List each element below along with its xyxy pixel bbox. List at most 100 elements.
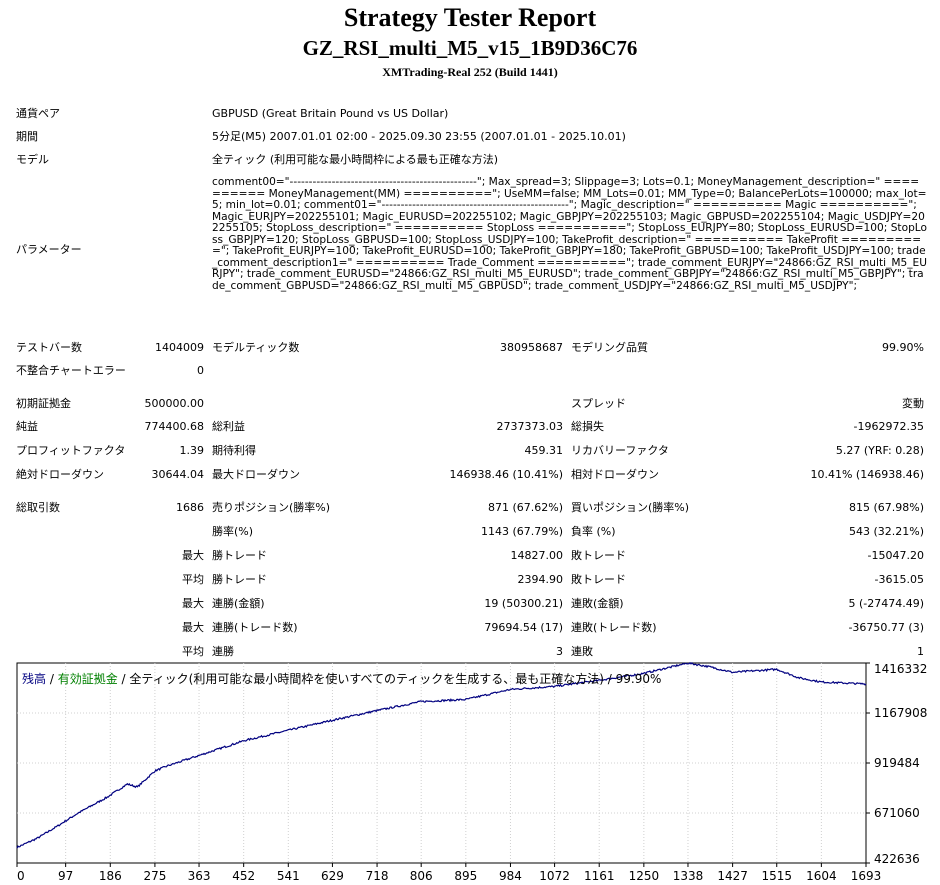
max-drawdown-label: 最大ドローダウン	[212, 468, 300, 481]
y-tick-label: 422636	[874, 852, 920, 866]
x-tick-label: 1161	[584, 869, 615, 883]
mismatch-label: 不整合チャートエラー	[16, 364, 126, 377]
chart-grid	[16, 662, 867, 864]
x-tick-label: 1604	[806, 869, 837, 883]
x-tick-label: 1072	[539, 869, 570, 883]
avg-cons-win-label: 連勝	[212, 645, 234, 658]
quality-label: モデリング品質	[571, 341, 648, 354]
y-tick-label: 1416332	[874, 662, 927, 676]
period-value: 5分足(M5) 2007.01.01 02:00 - 2025.09.30 23…	[212, 130, 626, 143]
x-tick-label: 0	[17, 869, 25, 883]
max-word: 最大	[182, 621, 204, 634]
profit-factor-label: プロフィットファクタ	[16, 444, 126, 457]
avg-win-label: 勝トレード	[212, 573, 267, 586]
avg-cons-loss-value: 1	[917, 645, 924, 658]
recovery-factor-label: リカバリーファクタ	[571, 444, 669, 457]
gross-profit-label: 総利益	[212, 420, 245, 433]
caption-model: 全ティック(利用可能な最小時間枠を使いすべてのティックを生成する、最も正確な方法…	[129, 672, 662, 686]
ticks-label: モデルティック数	[212, 341, 300, 354]
abs-drawdown-label: 絶対ドローダウン	[16, 468, 104, 481]
chart-frame	[16, 662, 867, 864]
params-value: comment00="-----------------------------…	[212, 176, 927, 292]
x-tick-label: 1338	[673, 869, 704, 883]
avg-word: 平均	[182, 645, 204, 658]
x-tick-label: 629	[321, 869, 344, 883]
max-loss-value: -15047.20	[867, 549, 924, 562]
x-tick-label: 97	[58, 869, 73, 883]
gross-loss-value: -1962972.35	[853, 420, 924, 433]
avg-loss-value: -3615.05	[874, 573, 924, 586]
bars-label: テストバー数	[16, 341, 82, 354]
cons-loss-amount-label: 連敗(金額)	[571, 597, 624, 610]
loss-rate-value: 543 (32.21%)	[848, 525, 924, 538]
deposit-value: 500000.00	[144, 397, 205, 410]
x-tick-label: 718	[366, 869, 389, 883]
max-loss-label: 敗トレード	[571, 549, 626, 562]
avg-win-value: 2394.90	[517, 573, 564, 586]
expected-payoff-label: 期待利得	[212, 444, 256, 457]
x-tick-label: 541	[277, 869, 300, 883]
x-tick-label: 1515	[761, 869, 792, 883]
bars-value: 1404009	[155, 341, 204, 354]
short-positions-value: 871 (67.62%)	[487, 501, 563, 514]
max-word: 最大	[182, 549, 204, 562]
avg-cons-loss-label: 連敗	[571, 645, 593, 658]
cons-win-count-label: 連勝(トレード数)	[212, 621, 298, 634]
net-profit-value: 774400.68	[144, 420, 205, 433]
spread-label: スプレッド	[571, 397, 626, 410]
x-tick-label: 806	[410, 869, 433, 883]
y-tick-label: 1167908	[874, 706, 927, 720]
loss-rate-label: 負率 (%)	[571, 525, 616, 538]
y-tick-label: 671060	[874, 806, 920, 820]
recovery-factor-value: 5.27 (YRF: 0.28)	[835, 444, 924, 457]
win-rate-label: 勝率(%)	[212, 525, 254, 538]
caption-sep: /	[117, 672, 130, 686]
gross-profit-value: 2737373.03	[496, 420, 563, 433]
cons-loss-amount-value: 5 (-27474.49)	[848, 597, 924, 610]
cons-loss-count-value: -36750.77 (3)	[848, 621, 924, 634]
net-profit-label: 純益	[16, 420, 38, 433]
win-rate-value: 1143 (67.79%)	[480, 525, 563, 538]
max-win-label: 勝トレード	[212, 549, 267, 562]
params-label: パラメーター	[16, 243, 82, 256]
y-tick-label: 919484	[874, 756, 920, 770]
spread-value: 変動	[902, 397, 924, 410]
caption-equity: 有効証拠金	[57, 672, 118, 686]
avg-cons-win-value: 3	[556, 645, 563, 658]
avg-word: 平均	[182, 573, 204, 586]
avg-loss-label: 敗トレード	[571, 573, 626, 586]
x-tick-label: 1427	[717, 869, 748, 883]
caption-balance: 残高	[22, 672, 47, 686]
max-drawdown-value: 146938.46 (10.41%)	[449, 468, 563, 481]
long-positions-value: 815 (67.98%)	[848, 501, 924, 514]
max-word: 最大	[182, 597, 204, 610]
chart-caption: 残高 / 有効証拠金 / 全ティック(利用可能な最小時間枠を使いすべてのティック…	[22, 670, 661, 687]
quality-value: 99.90%	[882, 341, 924, 354]
symbol-value: GBPUSD (Great Britain Pound vs US Dollar…	[212, 107, 449, 120]
rel-drawdown-value: 10.41% (146938.46)	[810, 468, 924, 481]
max-win-value: 14827.00	[510, 549, 564, 562]
x-tick-label: 186	[99, 869, 122, 883]
expected-payoff-value: 459.31	[524, 444, 564, 457]
model-label: モデル	[16, 153, 49, 166]
x-tick-label: 1693	[851, 869, 882, 883]
long-positions-label: 買いポジション(勝率%)	[571, 501, 690, 514]
x-tick-label: 275	[143, 869, 166, 883]
total-trades-value: 1686	[176, 501, 204, 514]
period-label: 期間	[16, 130, 38, 143]
chart-ticks: 0 97 186 275 363 452 541 629 718 806 895 984 1072 116…	[16, 662, 927, 883]
mismatch-value: 0	[197, 364, 204, 377]
cons-win-amount-label: 連勝(金額)	[212, 597, 265, 610]
cons-win-count-value: 79694.54 (17)	[484, 621, 563, 634]
balance-line	[16, 661, 867, 849]
ea-name: GZ_RSI_multi_M5_v15_1B9D36C76	[302, 36, 638, 60]
rel-drawdown-label: 相対ドローダウン	[571, 468, 659, 481]
symbol-label: 通貨ペア	[16, 107, 60, 120]
model-value: 全ティック (利用可能な最小時間枠による最も正確な方法)	[212, 153, 499, 166]
balance-chart: 0 97 186 275 363 452 541 629 718 806 895 984 1072 116…	[16, 661, 927, 883]
x-tick-label: 363	[188, 869, 211, 883]
x-tick-label: 452	[232, 869, 255, 883]
x-tick-label: 984	[499, 869, 522, 883]
cons-win-amount-value: 19 (50300.21)	[484, 597, 563, 610]
short-positions-label: 売りポジション(勝率%)	[212, 501, 331, 514]
